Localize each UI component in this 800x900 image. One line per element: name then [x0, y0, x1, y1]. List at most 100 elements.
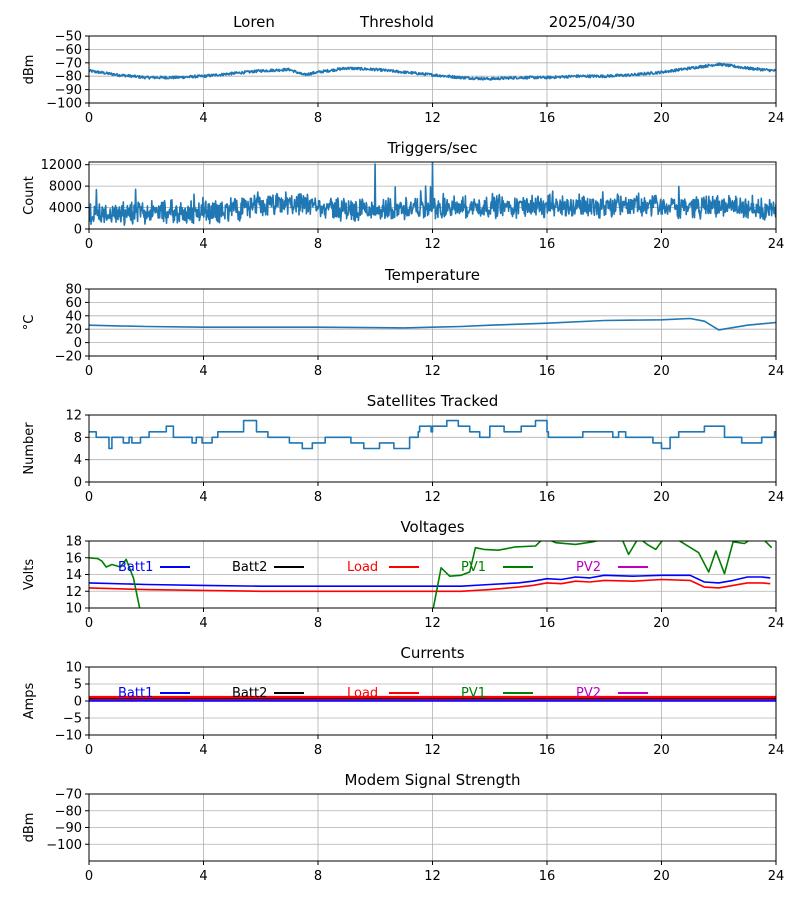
chart-currents-ytick-label: 0: [74, 695, 82, 710]
chart-rf-level-xtick-label: 0: [85, 111, 93, 126]
chart-triggers-xtick-label: 12: [424, 237, 441, 252]
chart-satellites-xtick-label: 24: [768, 490, 785, 505]
chart-modem-signal-ytick-label: −100: [46, 838, 82, 853]
chart-currents-xtick-label: 0: [85, 743, 93, 758]
chart-voltages-xtick-label: 12: [424, 616, 441, 631]
chart-satellites-ytick-label: 8: [74, 431, 82, 446]
chart-voltages-ytick-label: 12: [65, 585, 82, 600]
chart-temperature-xtick-label: 24: [768, 364, 785, 379]
chart-modem-signal-ylabel: dBm: [22, 813, 37, 843]
chart-voltages-series-batt1: [89, 574, 771, 587]
chart-currents-xtick-label: 24: [768, 743, 785, 758]
chart-currents-legend-pv2: PV2: [576, 686, 601, 701]
chart-satellites-ylabel: Number: [22, 422, 37, 475]
chart-temperature-ytick-label: 60: [65, 296, 82, 311]
chart-temperature-xtick-label: 20: [653, 364, 670, 379]
chart-triggers-xtick-label: 20: [653, 237, 670, 252]
chart-satellites-xtick-label: 4: [199, 490, 207, 505]
chart-temperature-xtick-label: 8: [314, 364, 322, 379]
chart-modem-signal-title: Modem Signal Strength: [345, 771, 521, 789]
chart-temperature-ytick-label: 0: [74, 336, 82, 351]
chart-triggers-ytick-label: 4000: [49, 201, 82, 216]
chart-temperature-ytick-label: −20: [55, 350, 82, 365]
chart-voltages-legend-load: Load: [347, 560, 378, 575]
chart-rf-level-ytick-label: −100: [46, 97, 82, 112]
chart-satellites-series-line: [89, 419, 776, 450]
chart-voltages-xtick-label: 16: [539, 616, 556, 631]
chart-modem-signal-xtick-label: 12: [424, 869, 441, 884]
chart-temperature-ytick-label: 20: [65, 323, 82, 338]
chart-voltages-ylabel: Volts: [22, 559, 37, 591]
chart-voltages-ytick-label: 16: [65, 551, 82, 566]
chart-rf-level-xtick-label: 20: [653, 111, 670, 126]
chart-currents: Batt1 Batt2 Load PV1 PV2 0 4 8 12 16 20 24 −10 −5 0 5 10…: [22, 644, 784, 758]
chart-voltages-xtick-label: 8: [314, 616, 322, 631]
chart-rf-level-xtick-label: 12: [424, 111, 441, 126]
chart-satellites-xtick-label: 20: [653, 490, 670, 505]
chart-temperature-title: Temperature: [384, 266, 480, 284]
chart-temperature-xtick-label: 4: [199, 364, 207, 379]
chart-rf-level-ytick-label: −70: [55, 56, 82, 71]
chart-triggers-ytick-label: 12000: [41, 158, 82, 173]
chart-triggers-xtick-label: 4: [199, 237, 207, 252]
chart-voltages-xtick-label: 24: [768, 616, 785, 631]
chart-rf-level-xtick-label: 24: [768, 111, 785, 126]
chart-rf-level-ytick-label: −60: [55, 43, 82, 58]
chart-modem-signal-xtick-label: 0: [85, 869, 93, 884]
chart-satellites-title: Satellites Tracked: [367, 392, 498, 410]
chart-rf-level-ytick-label: −50: [55, 30, 82, 45]
chart-triggers-xtick-label: 16: [539, 237, 556, 252]
chart-temperature-ylabel: °C: [22, 315, 37, 331]
report-date: 2025/04/30: [549, 13, 635, 31]
chart-voltages-xtick-label: 20: [653, 616, 670, 631]
chart-rf-level-xtick-label: 8: [314, 111, 322, 126]
chart-temperature-xtick-label: 16: [539, 364, 556, 379]
chart-satellites-ytick-label: 0: [74, 476, 82, 491]
station-name: Loren: [233, 13, 275, 31]
chart-voltages-ytick-label: 14: [65, 568, 82, 583]
chart-currents-xtick-label: 20: [653, 743, 670, 758]
chart-triggers-xtick-label: 24: [768, 237, 785, 252]
chart-rf-level-ytick-label: −90: [55, 83, 82, 98]
chart-satellites: 0 4 8 12 16 20 24 0 4 8 12 Satellites Tracked Number: [22, 392, 784, 505]
chart-voltages-legend-pv2: PV2: [576, 560, 601, 575]
chart-satellites-xtick-label: 16: [539, 490, 556, 505]
chart-voltages-series-load: [89, 578, 771, 593]
chart-voltages-series-pv1: [89, 541, 773, 608]
chart-satellites-xtick-label: 12: [424, 490, 441, 505]
chart-voltages-ytick-label: 18: [65, 535, 82, 550]
chart-voltages-title: Voltages: [400, 518, 464, 536]
chart-currents-legend-batt2: Batt2: [232, 686, 267, 701]
chart-voltages-legend-batt1: Batt1: [118, 560, 153, 575]
chart-temperature-xtick-label: 0: [85, 364, 93, 379]
chart-currents-ytick-label: −10: [55, 729, 82, 744]
chart-voltages-xtick-label: 0: [85, 616, 93, 631]
chart-modem-signal: 0 4 8 12 16 20 24 −100 −90 −80−70 Modem Signal Str…: [22, 771, 784, 884]
chart-currents-legend-load: Load: [347, 686, 378, 701]
chart-rf-level-xtick-label: 4: [199, 111, 207, 126]
chart-triggers-title: Triggers/sec: [387, 139, 478, 157]
chart-modem-signal-ytick-label: −80: [55, 804, 82, 819]
chart-modem-signal-xtick-label: 8: [314, 869, 322, 884]
chart-satellites-ytick-label: 4: [74, 453, 82, 468]
chart-rf-level-series-line: [89, 62, 776, 81]
chart-satellites-ytick-label: 12: [65, 409, 82, 424]
chart-currents-ytick-label: 10: [65, 661, 82, 676]
trigger-mode: Threshold: [359, 13, 434, 31]
chart-triggers-xtick-label: 8: [314, 237, 322, 252]
chart-temperature-series-line: [89, 317, 776, 331]
chart-voltages-ytick-label: 10: [65, 602, 82, 617]
chart-voltages-xtick-label: 4: [199, 616, 207, 631]
chart-temperature-ytick-label: 80: [65, 283, 82, 298]
chart-modem-signal-xtick-label: 16: [539, 869, 556, 884]
chart-modem-signal-ytick-label: −70: [55, 788, 82, 803]
chart-triggers-ytick-label: 0: [74, 223, 82, 238]
chart-modem-signal-xtick-label: 24: [768, 869, 785, 884]
chart-modem-signal-xtick-label: 20: [653, 869, 670, 884]
chart-triggers: 0 4 8 12 16 20 24 0 4000 8000 12000 Triggers/sec Cou…: [22, 139, 784, 252]
chart-modem-signal-ytick-label: −90: [55, 821, 82, 836]
chart-satellites-xtick-label: 0: [85, 490, 93, 505]
chart-temperature-ytick-label: 40: [65, 309, 82, 324]
